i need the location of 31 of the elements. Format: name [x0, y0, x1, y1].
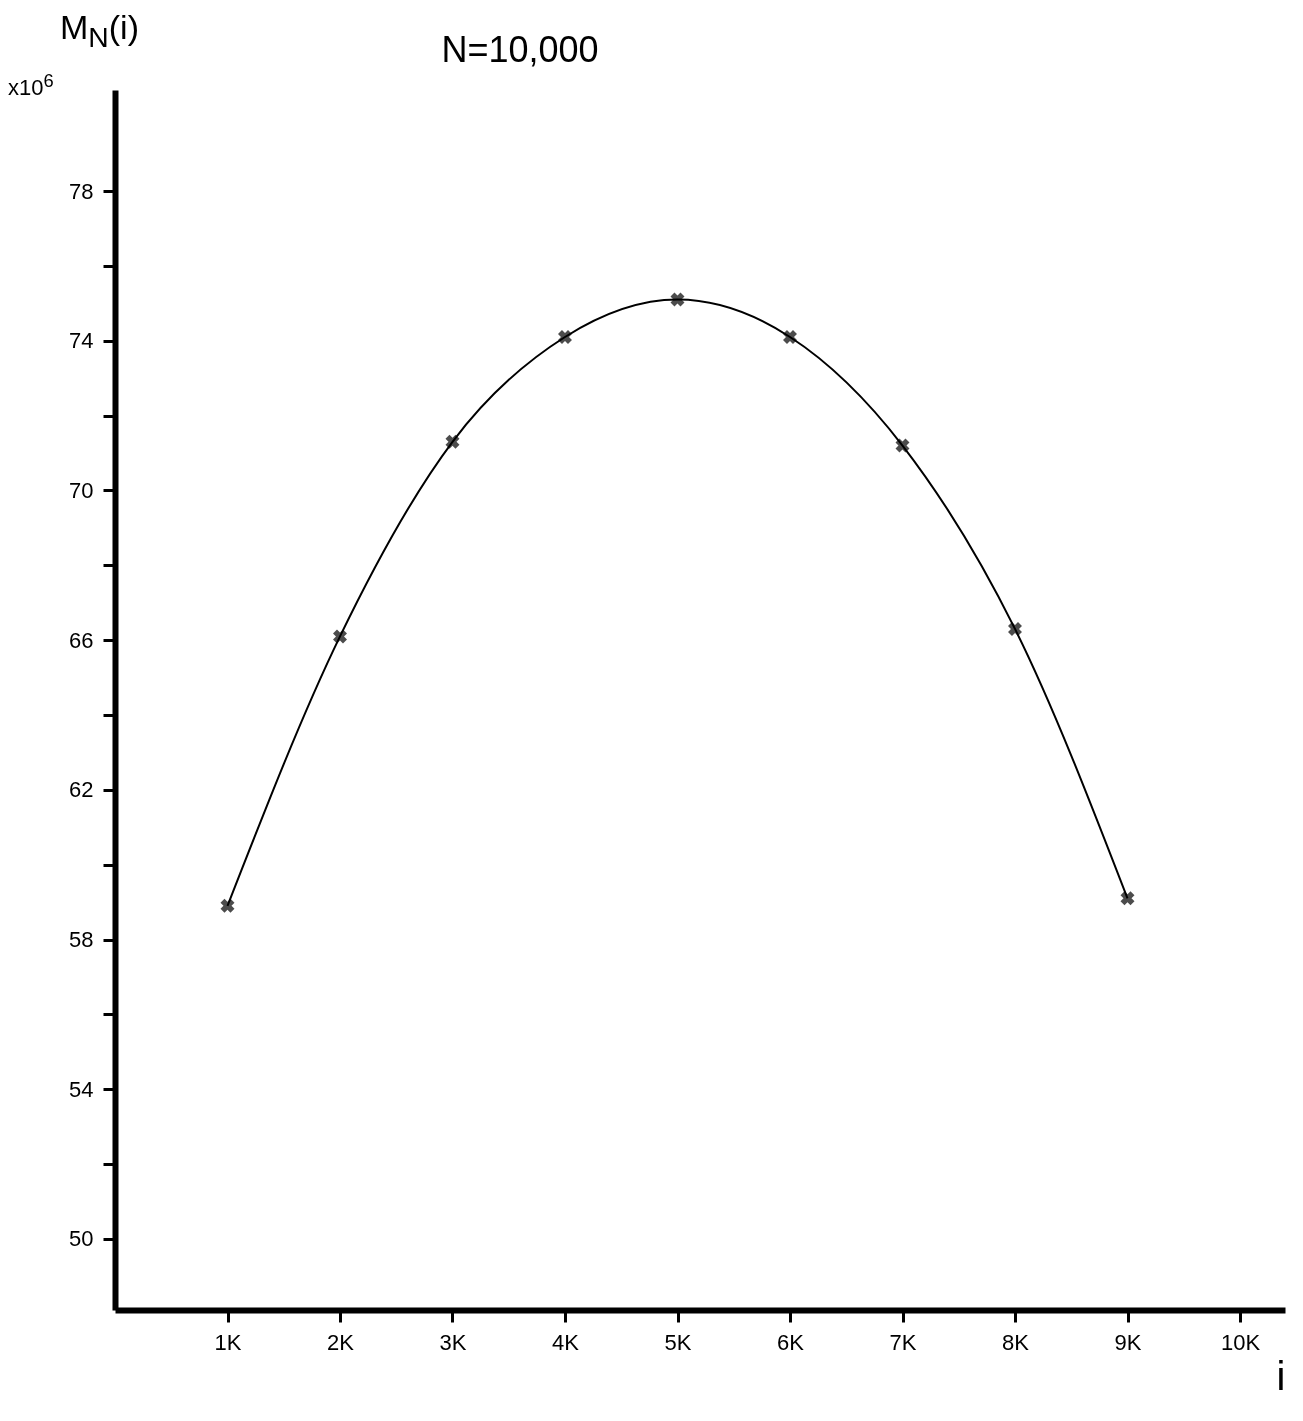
point	[1008, 621, 1022, 636]
y-tick-label: 50	[69, 1226, 94, 1252]
x-tick-label: 8K	[1002, 1329, 1030, 1355]
chart-title: N=10,000	[441, 29, 599, 70]
point	[670, 292, 685, 307]
point	[783, 329, 797, 344]
y-tick-label: 70	[69, 477, 94, 503]
x-tick-label: 4K	[552, 1329, 580, 1355]
y-tick-label: 58	[69, 927, 94, 953]
x-axis-title: i	[1276, 1353, 1286, 1398]
y-tick-label: 62	[69, 777, 94, 803]
text: x10$^{6}$	[8, 70, 54, 102]
y-axis-title: M$_{N}$(i)	[60, 8, 139, 54]
x-tick-label: 2K	[327, 1329, 355, 1355]
point	[1120, 891, 1135, 906]
point	[220, 898, 235, 913]
point	[558, 329, 572, 344]
point	[445, 434, 460, 449]
x-tick-label: 6K	[777, 1329, 805, 1355]
point	[895, 438, 910, 453]
x-tick-label: 3K	[439, 1329, 467, 1355]
x-tick-label: 9K	[1114, 1329, 1142, 1355]
y-tick-label: 66	[69, 627, 94, 653]
y-tick-label: 78	[69, 178, 94, 204]
x-tick-label: 5K	[664, 1329, 692, 1355]
x-tick-label: 10K	[1220, 1329, 1261, 1355]
y-tick-label: 54	[69, 1076, 94, 1102]
y-tick-label: 74	[69, 328, 94, 354]
point	[333, 629, 347, 644]
x-tick-label: 7K	[889, 1329, 917, 1355]
x-tick-label: 1K	[214, 1329, 242, 1355]
